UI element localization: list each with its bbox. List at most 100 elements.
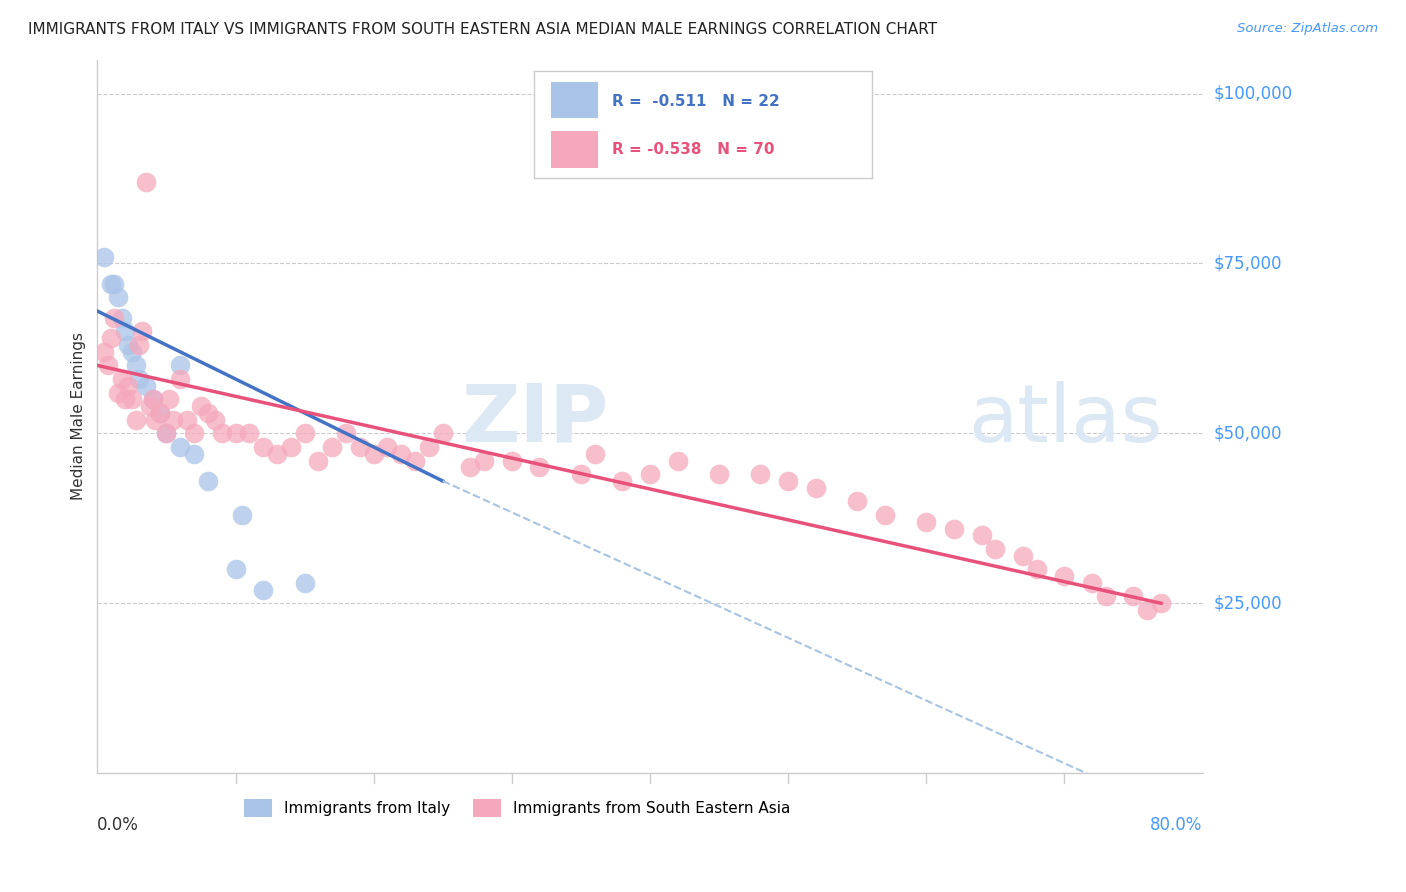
Point (157, 392, 180, 407)
Point (197, 406, 219, 420)
Text: ZIP: ZIP (461, 381, 609, 458)
Point (114, 392, 136, 407)
Point (942, 522, 965, 536)
Point (148, 406, 170, 420)
Point (197, 474, 219, 488)
Point (472, 453, 495, 467)
Point (307, 453, 329, 467)
Point (183, 426, 205, 441)
Point (162, 413, 184, 427)
Point (93, 250, 115, 264)
Point (266, 447, 288, 461)
Point (100, 331, 122, 345)
Point (128, 372, 150, 386)
Text: atlas: atlas (967, 381, 1163, 458)
Point (155, 426, 177, 441)
Point (529, 460, 551, 475)
Point (804, 481, 827, 495)
Point (107, 385, 129, 400)
Point (294, 575, 316, 590)
Point (404, 453, 426, 467)
Point (335, 426, 357, 441)
Point (117, 379, 139, 393)
Point (1012, 549, 1035, 563)
Point (294, 426, 316, 441)
Point (1136, 603, 1159, 617)
Point (103, 310, 125, 325)
Point (204, 413, 226, 427)
Point (612, 474, 634, 488)
Text: 0.0%: 0.0% (97, 816, 139, 834)
Point (111, 310, 134, 325)
Point (117, 338, 139, 352)
Point (418, 440, 440, 454)
Point (666, 453, 689, 467)
Point (1150, 596, 1173, 610)
Point (583, 447, 606, 461)
Point (363, 447, 385, 461)
Point (970, 528, 993, 542)
Point (103, 277, 125, 291)
Point (111, 372, 134, 386)
Point (211, 426, 233, 441)
Point (224, 562, 246, 576)
Point (135, 379, 157, 393)
Text: IMMIGRANTS FROM ITALY VS IMMIGRANTS FROM SOUTH EASTERN ASIA MEDIAN MALE EARNINGS: IMMIGRANTS FROM ITALY VS IMMIGRANTS FROM… (28, 22, 938, 37)
Point (114, 325, 136, 339)
Point (252, 582, 274, 597)
Point (873, 508, 896, 522)
Text: $75,000: $75,000 (1213, 254, 1282, 272)
Point (128, 338, 150, 352)
Point (1095, 590, 1118, 604)
Y-axis label: Median Male Earnings: Median Male Earnings (72, 333, 86, 500)
Point (749, 467, 772, 482)
Point (148, 406, 170, 420)
Point (460, 460, 482, 475)
Point (121, 344, 143, 359)
Point (142, 392, 165, 407)
Point (190, 399, 212, 413)
Point (169, 440, 191, 454)
Point (97, 359, 120, 373)
Point (280, 440, 302, 454)
Point (1025, 562, 1047, 576)
Point (169, 372, 191, 386)
Point (139, 399, 162, 413)
Point (145, 413, 167, 427)
Point (100, 277, 122, 291)
Point (984, 541, 1007, 556)
Point (846, 494, 869, 508)
Point (125, 359, 148, 373)
Text: $50,000: $50,000 (1213, 425, 1282, 442)
Point (377, 440, 399, 454)
FancyBboxPatch shape (551, 131, 599, 168)
Point (121, 392, 143, 407)
Point (135, 175, 157, 189)
Point (93, 344, 115, 359)
Point (176, 413, 198, 427)
Point (1053, 569, 1076, 583)
Point (778, 474, 800, 488)
Point (252, 440, 274, 454)
Point (569, 467, 592, 482)
Point (321, 440, 343, 454)
Text: $25,000: $25,000 (1213, 594, 1282, 612)
Point (707, 467, 730, 482)
Point (131, 325, 153, 339)
Point (224, 426, 246, 441)
Text: R =  -0.511   N = 22: R = -0.511 N = 22 (612, 94, 780, 109)
Text: 80.0%: 80.0% (1150, 816, 1202, 834)
FancyBboxPatch shape (551, 82, 599, 119)
Legend: Immigrants from Italy, Immigrants from South Eastern Asia: Immigrants from Italy, Immigrants from S… (238, 793, 796, 822)
Text: Source: ZipAtlas.com: Source: ZipAtlas.com (1237, 22, 1378, 36)
Point (183, 447, 205, 461)
Point (432, 426, 454, 441)
Point (389, 447, 412, 461)
Point (1122, 590, 1144, 604)
Point (125, 413, 148, 427)
Point (1081, 575, 1104, 590)
Point (231, 508, 253, 522)
Point (915, 515, 938, 529)
Point (169, 359, 191, 373)
Point (638, 467, 661, 482)
